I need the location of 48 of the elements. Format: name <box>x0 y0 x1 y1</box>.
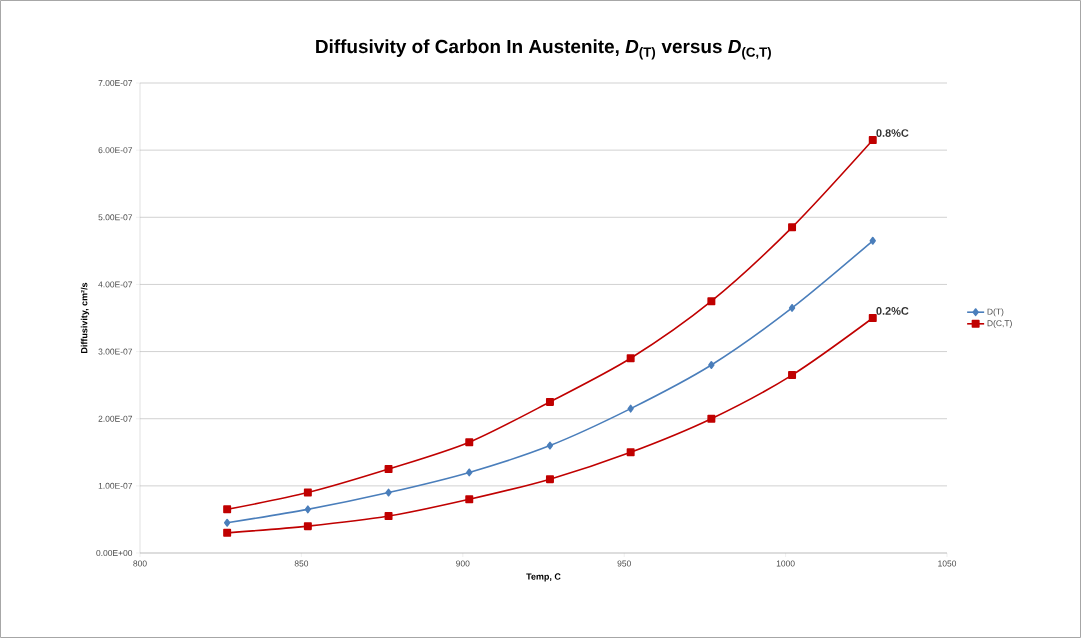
point <box>223 505 232 514</box>
point <box>788 371 797 380</box>
legend-label: D(C,T) <box>987 319 1012 328</box>
point <box>465 495 474 504</box>
y-tick-label: 6.00E-07 <box>98 147 133 154</box>
point <box>385 488 392 497</box>
point <box>466 468 473 477</box>
point <box>626 448 635 457</box>
point <box>223 528 232 537</box>
x-tick-label: 900 <box>456 560 470 567</box>
point <box>546 441 554 450</box>
point <box>304 505 312 514</box>
point <box>303 488 312 497</box>
legend-label: D(T) <box>987 308 1004 317</box>
y-axis-title: Diffusivity, cm²/s <box>80 282 90 353</box>
point <box>545 397 554 406</box>
y-tick-label: 0.00E+00 <box>96 550 133 556</box>
x-tick-label: 800 <box>133 560 147 567</box>
y-tick-label: 2.00E-07 <box>98 415 133 422</box>
x-tick-label: 950 <box>617 560 631 567</box>
point <box>384 465 393 474</box>
point <box>708 361 715 369</box>
point <box>868 136 877 145</box>
y-tick-label: 7.00E-07 <box>98 80 133 86</box>
point <box>869 236 876 245</box>
point <box>707 414 716 423</box>
x-tick-label: 1000 <box>776 560 795 567</box>
point <box>303 522 312 531</box>
x-tick-label: 1050 <box>938 560 957 567</box>
point <box>545 475 554 484</box>
x-axis-title: Temp, C <box>526 573 561 582</box>
y-tick-label: 1.00E-07 <box>98 482 133 489</box>
y-tick-label: 4.00E-07 <box>98 281 133 288</box>
point <box>384 512 393 521</box>
point <box>626 354 635 363</box>
annotation: 0.2%C <box>876 307 909 315</box>
point <box>788 223 797 232</box>
point <box>788 303 796 312</box>
point <box>465 438 474 447</box>
chart-title: Diffusivity of Carbon In Austenite, D$_{(T)}$ versus D$_{(C,T)}$ <box>316 39 771 60</box>
point <box>223 518 231 527</box>
y-tick-label: 5.00E-07 <box>98 214 133 221</box>
annotation: 0.8%C <box>876 129 909 137</box>
point <box>627 404 634 413</box>
x-tick-label: 850 <box>294 560 309 567</box>
point <box>707 297 716 306</box>
y-tick-label: 3.00E-07 <box>98 348 133 355</box>
point <box>868 314 877 322</box>
